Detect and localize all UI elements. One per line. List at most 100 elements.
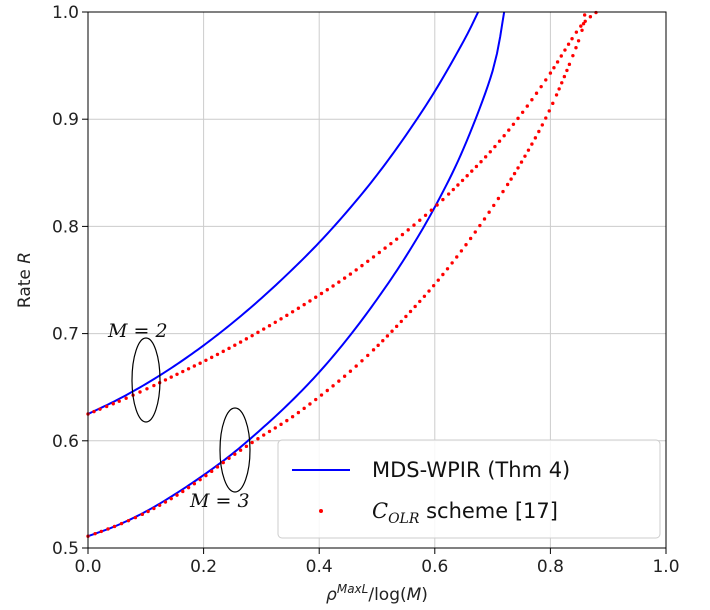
y-axis-label: Rate R <box>15 252 35 308</box>
series-point <box>111 402 115 406</box>
series-point <box>348 369 353 373</box>
series-point <box>285 418 289 423</box>
legend-label-mds: MDS-WPIR (Thm 4) <box>372 458 570 482</box>
series-point <box>325 288 329 292</box>
series-point <box>512 171 517 176</box>
y-tick-label: 0.8 <box>52 217 79 237</box>
series-point <box>530 98 534 102</box>
series-point <box>548 71 553 75</box>
series-point <box>530 142 534 146</box>
series-point <box>519 160 524 164</box>
series-point <box>540 123 545 127</box>
series-point <box>383 246 387 250</box>
series-point <box>331 384 335 388</box>
x-tick-label: 0.8 <box>537 557 564 577</box>
series-point <box>262 327 266 331</box>
series-point <box>427 289 431 293</box>
ticks: 0.0 0.2 0.4 0.6 0.8 1.0 0.5 0.6 0.7 0.8 0.9 1.0 <box>52 3 680 577</box>
series-point <box>574 30 579 34</box>
series-point <box>570 37 574 41</box>
series-point <box>204 358 208 363</box>
series-point <box>371 348 376 352</box>
series-point <box>119 521 124 526</box>
series-point <box>233 343 237 347</box>
series-point <box>273 426 277 430</box>
series-point <box>520 110 525 115</box>
series-point <box>215 352 220 357</box>
annotation-label-m2: M = 2 <box>107 320 168 342</box>
series-point <box>441 272 445 277</box>
y-tick-label: 0.9 <box>52 110 79 130</box>
series-point <box>418 218 422 222</box>
series-point <box>390 329 394 333</box>
series-point <box>406 228 410 232</box>
series-point <box>267 323 272 328</box>
annotation-label-m3: M = 3 <box>189 490 250 512</box>
series-point <box>204 473 208 478</box>
series-point <box>366 353 370 358</box>
series-point <box>418 299 422 304</box>
series-point <box>319 291 324 296</box>
series-point <box>238 340 243 344</box>
series-point <box>104 404 109 409</box>
series-point <box>509 177 513 181</box>
series-point <box>445 267 450 271</box>
series-point <box>290 414 295 419</box>
series-point <box>354 364 358 368</box>
series-point <box>93 531 97 536</box>
series-point <box>412 223 416 227</box>
series-point <box>244 337 249 341</box>
series-point <box>244 444 249 449</box>
series-M3-colr <box>86 13 587 538</box>
x-axis-label: ρMaxL/log(M) <box>326 582 428 605</box>
series-point <box>250 440 254 445</box>
series-line <box>87 11 506 538</box>
series-point <box>487 210 491 214</box>
series-point <box>537 129 541 134</box>
series-point <box>565 68 569 73</box>
series-point <box>221 460 225 465</box>
series-M2-mds-wpir <box>87 11 480 415</box>
annotation-ellipse-m2 <box>131 337 161 423</box>
series-point <box>98 407 102 411</box>
legend-swatch-colr <box>319 509 323 513</box>
series-point <box>501 189 505 194</box>
series-point <box>559 54 563 58</box>
series-point <box>505 182 510 187</box>
series-point <box>557 87 561 91</box>
annotations: M = 2 M = 3 <box>107 320 251 512</box>
series-point <box>319 393 324 397</box>
series-point <box>482 217 487 221</box>
y-tick-label: 0.7 <box>52 325 79 345</box>
series-point <box>152 506 156 511</box>
series-point <box>583 19 587 23</box>
series-point <box>342 276 347 280</box>
series-point <box>314 295 318 299</box>
series-point <box>175 493 179 497</box>
series-point <box>474 164 479 169</box>
series-point <box>198 477 202 482</box>
series-M3-mds-wpir <box>87 11 506 538</box>
x-tick-label: 1.0 <box>652 557 679 577</box>
series-point <box>227 346 231 351</box>
series-point <box>502 134 506 138</box>
series-point <box>413 304 417 309</box>
series-point <box>464 243 468 247</box>
series-point <box>389 241 393 246</box>
legend-label-colr: COLR scheme [17] <box>372 499 558 527</box>
series-point <box>399 319 403 324</box>
series-point <box>227 456 231 460</box>
series-point <box>563 48 567 52</box>
series-point <box>186 367 191 371</box>
series-point <box>429 208 434 212</box>
x-tick-label: 0.4 <box>306 557 333 577</box>
series-point <box>562 74 567 79</box>
series-point <box>348 272 353 276</box>
legend-box <box>277 439 661 539</box>
x-tick-label: 0.2 <box>190 557 217 577</box>
series-point <box>302 302 306 307</box>
series-point <box>267 429 272 434</box>
series-point <box>496 196 501 201</box>
series-point <box>554 93 559 97</box>
series-point <box>441 197 445 202</box>
